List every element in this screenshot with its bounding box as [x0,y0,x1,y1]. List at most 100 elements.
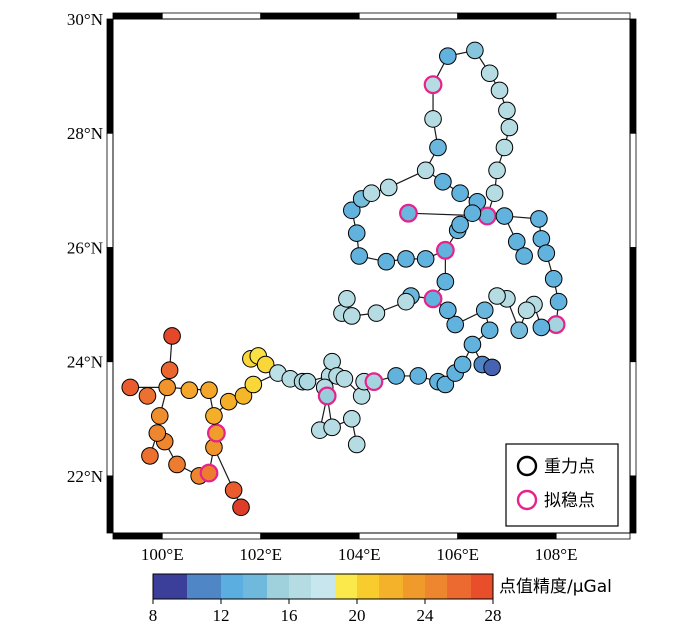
frame-band-bottom [555,532,631,540]
quasi-stable-point [364,372,384,392]
colorbar-fill [152,573,494,600]
colorbar: 8 12 16 20 24 28 点值精度/μGal [149,573,612,625]
gravity-point [234,387,253,405]
gravity-point [338,290,356,308]
gravity-point [397,250,415,268]
lat-tick-label: 30°N [67,10,103,29]
lat-tick-label: 24°N [67,353,103,372]
gravity-point [224,481,243,499]
lon-tick-label: 100°E [141,545,184,564]
frame-band-top [260,12,360,20]
frame-band-left [106,475,114,534]
map-axes: 100°E 102°E 104°E 106°E 108°E 22°N 24°N 26°N 28°… [67,10,578,564]
gravity-point [495,207,514,225]
gravity-point [347,435,366,454]
gravity-point [439,47,457,65]
frame-band-left [106,361,114,477]
gravity-point [163,327,181,345]
quasi-stable-point [399,203,418,223]
gravity-point [219,392,238,411]
lon-tick-label: 108°E [535,545,578,564]
frame-band-right [629,132,637,248]
gravity-point [121,378,140,397]
gravity-point [532,318,551,337]
frame-band-top [555,12,631,20]
gravity-point [488,161,506,180]
quasi-stable-point [423,289,443,309]
gravity-point [498,101,516,120]
frame-band-right [629,475,637,534]
gravity-point [451,215,469,234]
gravity-point [377,252,396,271]
gravity-point [495,138,514,157]
quasi-stable-point [546,315,566,334]
frame-band-right [629,18,637,134]
colorbar-tick-label: 20 [349,606,366,625]
lat-tick-label: 26°N [67,238,103,257]
gravity-point [232,498,250,517]
gravity-point [507,232,526,251]
gravity-point [343,409,361,428]
quasi-stable-point [477,206,497,226]
gravity-point [347,224,366,242]
gravity-point [530,210,548,228]
frame-band-top [112,12,163,20]
gravity-point [439,301,457,320]
frame-band-top [161,12,262,20]
gravity-point [483,358,501,377]
gravity-point [515,247,533,265]
frame-band-bottom [112,532,163,540]
colorbar-ticks: 8 12 16 20 24 28 [149,599,502,625]
colorbar-tick-label: 12 [213,606,230,625]
frame-band-bottom [457,532,557,540]
colorbar-tick-label: 24 [417,606,435,625]
gravity-point [500,118,519,137]
gravity-point [510,321,529,340]
gravity-point [466,41,484,60]
gravity-point [141,447,159,465]
lon-tick-label: 104°E [338,545,381,564]
gravity-point [544,270,563,288]
quasi-stable-point-legend-icon [516,489,538,511]
lon-tick-label: 102°E [239,545,282,564]
gravity-point [256,355,275,374]
gravity-point [416,161,435,180]
gravity-point [335,370,354,388]
gravity-point [480,321,499,340]
gravity-point [434,172,452,191]
gravity-point [451,184,469,202]
colorbar-tick-label: 8 [149,606,158,625]
frame-band-bottom [161,532,262,540]
gravity-point [200,381,218,400]
station-markers [121,41,568,517]
colorbar-tick-label: 16 [281,606,298,625]
gravity-point [350,247,368,265]
quasi-stable-point [317,386,337,406]
gravity-point [488,287,506,305]
gravity-point [436,272,455,291]
gravity-point [168,455,186,474]
frame-band-right [629,247,637,363]
frame-band-top [457,12,557,20]
gravity-point [150,407,169,425]
gravity-point [517,301,536,320]
gravity-point [343,201,361,220]
gravity-point [436,375,455,394]
gravity-point [379,178,398,197]
frame-band-bottom [358,532,459,540]
gravity-point [352,387,371,405]
gravity-point [446,315,465,334]
quasi-stable-point [423,75,443,95]
gravity-point [475,301,494,320]
gravity-point [397,292,415,311]
gravity-point [343,307,361,325]
gravity-point [158,378,176,397]
gravity-point [387,367,405,385]
lat-tick-label: 22°N [67,467,103,486]
frame-band-left [106,247,114,363]
quasi-stable-point [206,423,226,443]
gravity-point [485,184,504,202]
frame-band-left [106,132,114,248]
frame-band-left [106,18,114,134]
